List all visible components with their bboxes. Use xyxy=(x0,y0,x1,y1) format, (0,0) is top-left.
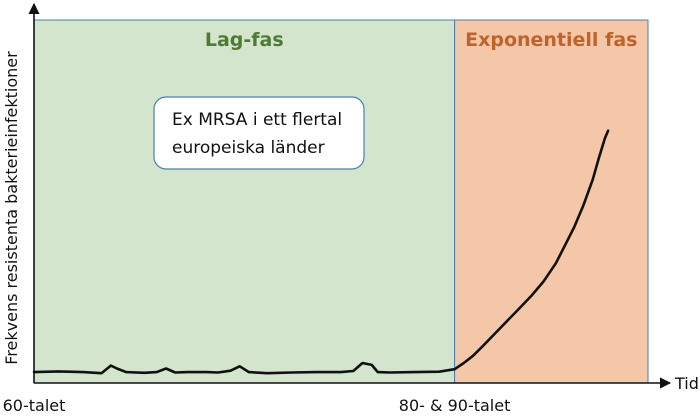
x-tick-label-1: 60-talet xyxy=(3,396,66,415)
annotation-box: Ex MRSA i ett flertal europeiska länder xyxy=(153,96,365,170)
annotation-box-frame xyxy=(153,96,365,170)
series-line xyxy=(32,129,610,375)
annotation-line-1: Ex MRSA i ett flertal xyxy=(172,110,342,130)
annotation-line-2: europeiska länder xyxy=(172,138,325,158)
x-axis-label: Tid xyxy=(674,374,699,393)
phase-region-2 xyxy=(454,19,649,384)
phase-label-2: Exponentiell fas xyxy=(465,29,637,51)
phase-label-1: Lag-fas xyxy=(205,29,284,51)
x-tick-label-2: 80- & 90-talet xyxy=(399,396,511,415)
phase-region-1 xyxy=(33,19,456,384)
x-tick-labels: 60-talet 80- & 90-talet xyxy=(3,396,511,415)
y-axis-label: Frekvens resistenta bakterieinfektioner xyxy=(2,51,21,365)
phase-regions: Lag-fas Exponentiell fas xyxy=(33,19,649,384)
